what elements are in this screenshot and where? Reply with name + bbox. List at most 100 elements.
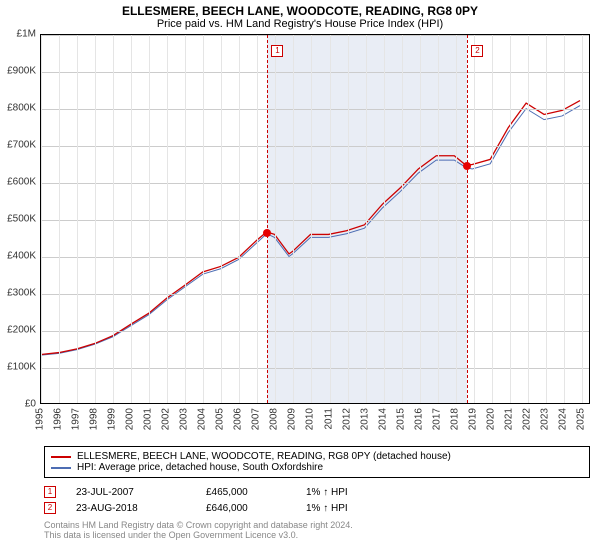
gridline-v [330,35,331,403]
sale-diff: 1% ↑ HPI [306,487,366,498]
xtick-label: 2015 [395,408,406,430]
xtick-label: 2022 [521,408,532,430]
xtick-label: 2006 [233,408,244,430]
xtick-label: 2021 [503,408,514,430]
ytick-label: £900K [7,66,36,77]
sale-row: 1 23-JUL-2007 £465,000 1% ↑ HPI [44,486,590,498]
footer-text: Contains HM Land Registry data © Crown c… [44,520,590,540]
legend-swatch [51,456,71,458]
xtick-label: 2025 [575,408,586,430]
gridline-h [41,146,589,147]
gridline-v [456,35,457,403]
sale-marker: 1 [44,486,56,498]
gridline-h [41,72,589,73]
gridline-v [131,35,132,403]
xtick-label: 1999 [107,408,118,430]
xtick-label: 2007 [251,408,262,430]
xtick-label: 1996 [53,408,64,430]
xtick-label: 2002 [161,408,172,430]
xtick-label: 2020 [485,408,496,430]
ytick-label: £700K [7,140,36,151]
ytick-label: £400K [7,251,36,262]
sale-date: 23-AUG-2018 [76,503,186,514]
xtick-label: 2019 [467,408,478,430]
gridline-v [149,35,150,403]
gridline-h [41,35,589,36]
marker-vline [467,35,468,403]
xtick-label: 2000 [125,408,136,430]
xtick-label: 1998 [89,408,100,430]
xtick-label: 2016 [413,408,424,430]
gridline-v [384,35,385,403]
legend-box: ELLESMERE, BEECH LANE, WOODCOTE, READING… [44,446,590,478]
xtick-label: 2018 [449,408,460,430]
xtick-label: 2024 [557,408,568,430]
gridline-v [420,35,421,403]
sale-price: £465,000 [206,487,286,498]
gridline-v [402,35,403,403]
gridline-v [167,35,168,403]
marker-vline [267,35,268,403]
marker-box: 1 [271,45,283,57]
gridline-v [564,35,565,403]
chart-title: ELLESMERE, BEECH LANE, WOODCOTE, READING… [0,0,600,18]
gridline-v [474,35,475,403]
gridline-v [221,35,222,403]
ytick-label: £200K [7,325,36,336]
gridline-v [77,35,78,403]
gridline-v [203,35,204,403]
xtick-label: 2017 [431,408,442,430]
xtick-label: 2011 [323,408,334,430]
sale-row: 2 23-AUG-2018 £646,000 1% ↑ HPI [44,502,590,514]
chart-plot: 12 [40,34,590,404]
xtick-label: 1997 [71,408,82,430]
marker-dot [263,229,271,237]
ytick-label: £500K [7,214,36,225]
sale-date: 23-JUL-2007 [76,487,186,498]
xtick-label: 2004 [197,408,208,430]
sale-marker: 2 [44,502,56,514]
ytick-label: £800K [7,103,36,114]
legend-row: HPI: Average price, detached house, Sout… [51,462,583,473]
xtick-label: 2010 [305,408,316,430]
gridline-v [185,35,186,403]
xtick-label: 2001 [143,408,154,430]
xtick-label: 2008 [269,408,280,430]
gridline-v [95,35,96,403]
sale-price: £646,000 [206,503,286,514]
chart-subtitle: Price paid vs. HM Land Registry's House … [0,18,600,34]
legend-label: ELLESMERE, BEECH LANE, WOODCOTE, READING… [77,451,451,462]
sale-diff: 1% ↑ HPI [306,503,366,514]
marker-dot [463,162,471,170]
xtick-label: 2013 [359,408,370,430]
xtick-label: 2009 [287,408,298,430]
legend-label: HPI: Average price, detached house, Sout… [77,462,323,473]
gridline-h [41,109,589,110]
gridline-v [546,35,547,403]
legend-swatch [51,467,71,469]
xtick-label: 1995 [35,408,46,430]
ytick-label: £600K [7,177,36,188]
xtick-label: 2014 [377,408,388,430]
gridline-v [348,35,349,403]
gridline-h [41,331,589,332]
gridline-v [239,35,240,403]
gridline-v [41,35,42,403]
gridline-v [492,35,493,403]
ytick-label: £1M [17,29,36,40]
marker-box: 2 [471,45,483,57]
gridline-h [41,294,589,295]
chart-area: 12 £0£100K£200K£300K£400K£500K£600K£700K… [40,34,590,404]
xtick-label: 2012 [341,408,352,430]
gridline-v [311,35,312,403]
gridline-h [41,368,589,369]
gridline-v [510,35,511,403]
xtick-label: 2023 [539,408,550,430]
legend-row: ELLESMERE, BEECH LANE, WOODCOTE, READING… [51,451,583,462]
gridline-v [113,35,114,403]
gridline-v [293,35,294,403]
gridline-v [528,35,529,403]
gridline-h [41,183,589,184]
gridline-h [41,257,589,258]
footer-line-1: Contains HM Land Registry data © Crown c… [44,520,590,530]
